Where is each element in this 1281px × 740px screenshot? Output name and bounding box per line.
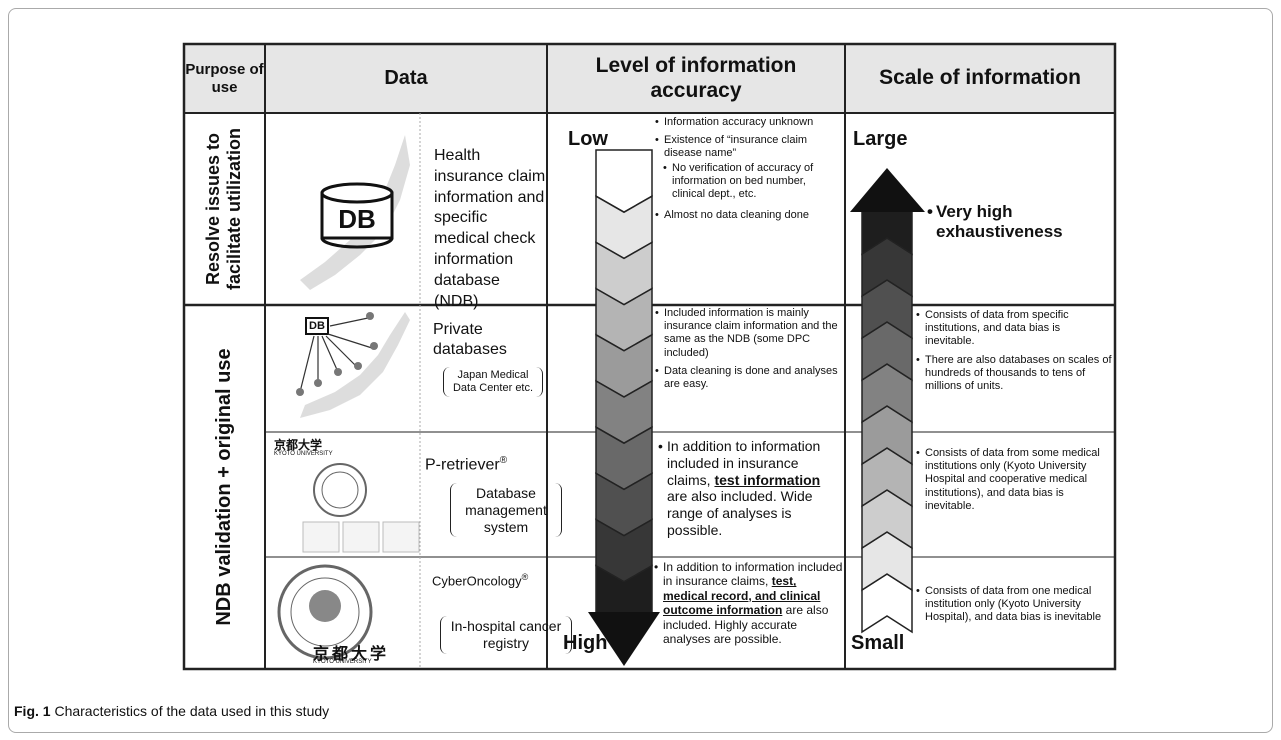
- bullet: In addition to information included in i…: [658, 438, 842, 539]
- scale-notes: Consists of data from specific instituti…: [914, 309, 1112, 398]
- database-sub: Database management system: [450, 483, 562, 538]
- bullet-list: Consists of data from one medical instit…: [914, 585, 1114, 625]
- caption-text: Characteristics of the data used in this…: [54, 703, 330, 719]
- database-name: P-retriever®: [425, 455, 507, 474]
- figure-frame: [8, 8, 1273, 733]
- db-icon-small: [305, 317, 329, 335]
- logo: 京都大学: [274, 438, 323, 452]
- link-arrows: [299, 317, 373, 393]
- text: are also included. Wide range of analyse…: [667, 488, 813, 538]
- bullet: Consists of data from some medical insti…: [916, 447, 1104, 513]
- arrow-label: Low: [568, 128, 608, 150]
- scale-notes: Very high exhaustiveness: [925, 202, 1105, 248]
- bullet-list: Included information is mainly insurance…: [653, 307, 841, 391]
- bullet: In addition to information included in i…: [654, 560, 844, 646]
- purpose-label: Resolve issues to facilitate utilization: [203, 127, 244, 291]
- bullet: Consists of data from one medical instit…: [916, 585, 1114, 625]
- logo: 京都大学: [313, 646, 390, 663]
- scale-notes: Consists of data from one medical instit…: [914, 585, 1114, 630]
- bullet-list: Information accuracy unknown Existence o…: [653, 116, 841, 223]
- sub-bullet: No verification of accuracy of informati…: [663, 162, 841, 202]
- bullet: Almost no data cleaning done: [655, 209, 841, 222]
- emphasis: test, medical record, and clinical outco…: [663, 574, 821, 618]
- bullet-list: Consists of data from specific instituti…: [914, 309, 1112, 393]
- hospital-icons: [302, 521, 420, 553]
- database-sub: In-hospital cancer registry: [440, 616, 572, 654]
- bullet-list: In addition to information included in i…: [652, 560, 844, 646]
- bullet: Data cleaning is done and analyses are e…: [655, 365, 841, 391]
- arrow-head: [850, 168, 925, 212]
- caption: Fig. 1 Characteristics of the data used …: [14, 703, 329, 719]
- text: In addition to information included in i…: [663, 560, 843, 589]
- arrow-label: Large: [853, 128, 908, 150]
- accuracy-notes: Information accuracy unknown Existence o…: [653, 116, 841, 227]
- scale-notes: Consists of data from some medical insti…: [914, 447, 1104, 518]
- purpose-label: NDB validation + original use: [212, 348, 235, 626]
- accuracy-notes: In addition to information included in i…: [656, 438, 842, 544]
- name-text: P-retriever: [425, 456, 500, 474]
- db-icon: [320, 182, 394, 249]
- caption-label: Fig. 1: [14, 703, 51, 719]
- header-bg: [184, 44, 1115, 113]
- university-seal: [277, 463, 373, 660]
- bullet: Existence of “insurance claim disease na…: [655, 134, 841, 160]
- name-text: CyberOncology: [432, 573, 522, 589]
- bullet-list: In addition to information included in i…: [656, 438, 842, 539]
- bullet: Included information is mainly insurance…: [655, 307, 841, 360]
- map-pins: [296, 312, 378, 396]
- arrow-label: Small: [851, 632, 905, 654]
- header-scale: Scale of information: [879, 66, 1081, 90]
- emphasis: test information: [714, 471, 821, 488]
- db-label: DB: [338, 204, 376, 234]
- bullet-list: Very high exhaustiveness: [925, 202, 1105, 243]
- bullet: Information accuracy unknown: [655, 116, 841, 129]
- text: are also included. Highly accurate analy…: [663, 603, 829, 646]
- map: [300, 312, 410, 418]
- logo-en: KYOTO UNIVERSITY: [274, 451, 333, 457]
- bullet-list: Consists of data from some medical insti…: [914, 447, 1104, 513]
- logo-en: KYOTO UNIVERSITY: [313, 659, 372, 665]
- database-name: CyberOncology®: [432, 572, 528, 588]
- db-label: DB: [309, 320, 325, 332]
- database-name: Private databases: [433, 321, 507, 358]
- registered-mark: ®: [521, 572, 529, 582]
- accuracy-notes: In addition to information included in i…: [652, 560, 844, 651]
- arrow-head: [588, 612, 660, 666]
- database-sub: Japan Medical Data Center etc.: [443, 367, 543, 398]
- bullet: Very high exhaustiveness: [927, 202, 1105, 243]
- bullet: There are also databases on scales of hu…: [916, 354, 1112, 394]
- database-name: Health insurance claim information and s…: [434, 147, 546, 310]
- header-data: Data: [384, 67, 428, 89]
- arrow-label: High: [563, 632, 608, 654]
- header-purpose: Purpose of use: [185, 61, 264, 96]
- accuracy-notes: Included information is mainly insurance…: [653, 307, 841, 396]
- bullet: Consists of data from specific instituti…: [916, 309, 1112, 349]
- registered-mark: ®: [499, 455, 508, 466]
- text: In addition to information included in i…: [667, 438, 821, 488]
- header-accuracy: Level of information accuracy: [595, 54, 797, 102]
